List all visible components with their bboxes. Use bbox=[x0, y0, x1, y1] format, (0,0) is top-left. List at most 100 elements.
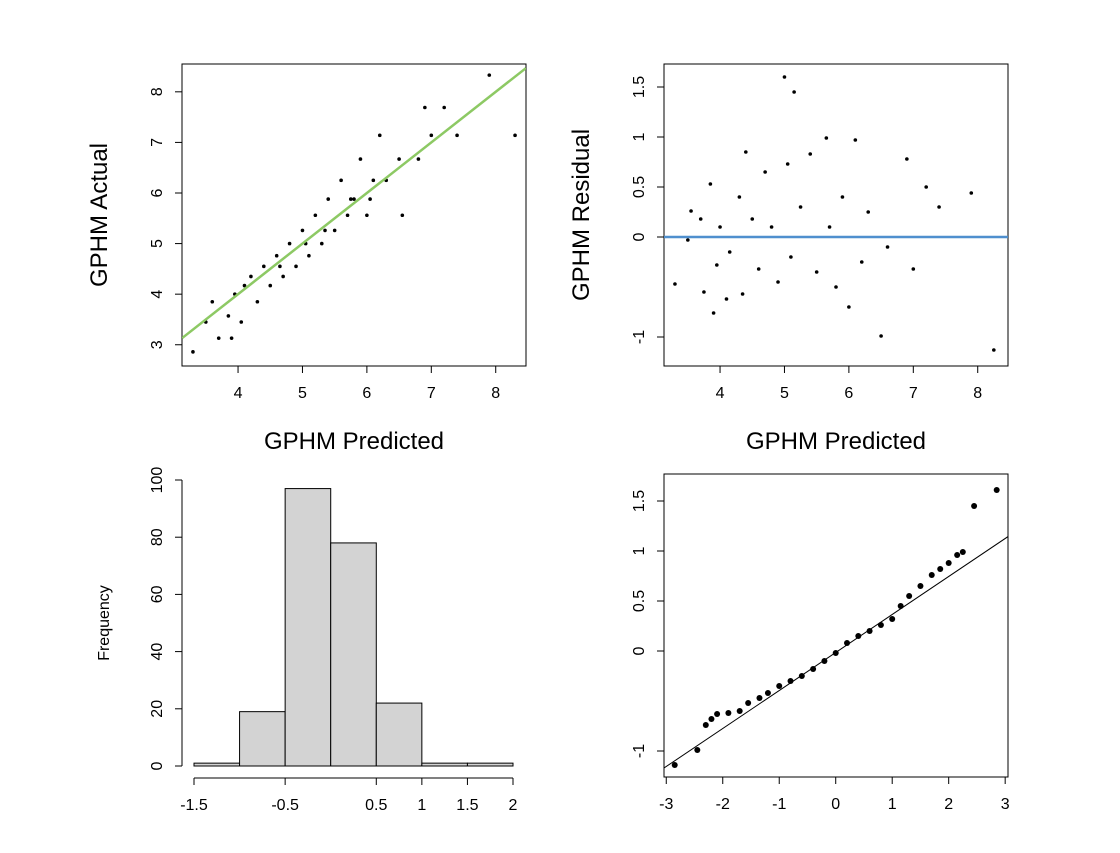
x-tick-label: 5 bbox=[298, 385, 307, 402]
x-tick-label: 5 bbox=[780, 385, 789, 402]
point bbox=[769, 225, 774, 229]
x-tick-label: 7 bbox=[427, 385, 436, 402]
x-axis-label: GPHM Predicted bbox=[746, 428, 926, 455]
y-tick-label: 0 bbox=[631, 646, 648, 655]
point bbox=[814, 270, 819, 274]
point bbox=[787, 678, 794, 684]
point bbox=[924, 185, 928, 189]
x-tick-label: 4 bbox=[716, 385, 725, 402]
point bbox=[358, 157, 363, 161]
point bbox=[866, 628, 873, 634]
point bbox=[954, 552, 961, 558]
plot-frame bbox=[181, 63, 527, 367]
point bbox=[776, 683, 783, 689]
point bbox=[744, 150, 748, 154]
x-tick-label: 0 bbox=[831, 796, 840, 813]
y-tick-label: -1 bbox=[631, 744, 648, 758]
y-tick-label: 5 bbox=[149, 239, 166, 248]
point bbox=[911, 267, 916, 271]
point bbox=[782, 75, 787, 79]
point bbox=[278, 264, 282, 269]
point bbox=[879, 334, 883, 338]
point bbox=[917, 583, 924, 589]
y-tick-label: 1.5 bbox=[631, 76, 648, 98]
point bbox=[750, 217, 755, 221]
point bbox=[714, 711, 721, 717]
point bbox=[332, 228, 337, 233]
x-tick-label: 8 bbox=[973, 385, 982, 402]
point bbox=[740, 292, 745, 296]
point bbox=[229, 336, 234, 340]
point bbox=[847, 305, 851, 309]
point bbox=[889, 616, 896, 622]
x-tick-label: -3 bbox=[659, 796, 673, 813]
hist-bar bbox=[193, 762, 241, 767]
y-tick-label: -1 bbox=[631, 330, 648, 344]
point bbox=[724, 297, 729, 301]
point bbox=[959, 549, 966, 555]
point bbox=[698, 217, 703, 221]
y-tick-label: 8 bbox=[149, 87, 166, 96]
point bbox=[834, 285, 838, 289]
point bbox=[326, 197, 331, 201]
point bbox=[763, 170, 767, 174]
y-tick-label: 3 bbox=[149, 340, 166, 349]
point bbox=[764, 690, 771, 696]
point bbox=[455, 133, 459, 138]
point bbox=[348, 197, 353, 201]
y-tick-label: 1 bbox=[631, 132, 648, 141]
point bbox=[840, 195, 845, 199]
y-tick-label: 0 bbox=[149, 761, 166, 770]
point bbox=[718, 225, 722, 229]
x-tick-label: 1.5 bbox=[456, 797, 478, 814]
point bbox=[307, 253, 311, 258]
point bbox=[969, 191, 974, 195]
point bbox=[226, 314, 231, 318]
point bbox=[673, 282, 677, 286]
panel: 4 5 6 7 8 -1 0 0.5 1 1.5 GPHM Predicted GPHM Residu… bbox=[568, 63, 1009, 455]
point bbox=[885, 245, 890, 249]
point bbox=[711, 311, 716, 315]
x-tick-label: 8 bbox=[491, 385, 500, 402]
hist-bar bbox=[330, 542, 377, 767]
x-tick-label: 4 bbox=[234, 385, 243, 402]
point bbox=[268, 283, 273, 288]
point bbox=[249, 274, 253, 279]
point bbox=[423, 105, 427, 110]
point bbox=[866, 210, 871, 214]
y-tick-label: 1 bbox=[631, 546, 648, 555]
fit-line bbox=[182, 67, 526, 340]
point bbox=[689, 209, 693, 213]
point bbox=[789, 255, 793, 259]
point bbox=[736, 708, 743, 714]
point bbox=[725, 710, 732, 716]
point bbox=[945, 560, 952, 566]
x-axis-label: GPHM Predicted bbox=[264, 428, 444, 455]
x-tick-label: 2 bbox=[509, 797, 518, 814]
x-tick-label: -2 bbox=[716, 796, 730, 813]
point bbox=[928, 572, 935, 578]
point bbox=[897, 603, 904, 609]
panel: 4 5 6 7 8 3 4 5 6 7 8 GPHM Predicted GPHM Actual bbox=[86, 63, 527, 455]
point bbox=[216, 336, 221, 340]
point bbox=[905, 157, 909, 161]
hist-bar bbox=[239, 711, 286, 767]
y-tick-label: 80 bbox=[149, 528, 166, 546]
point bbox=[365, 213, 369, 218]
point bbox=[745, 700, 752, 706]
point bbox=[702, 722, 709, 728]
point bbox=[992, 348, 996, 352]
x-tick-label: 3 bbox=[1001, 796, 1010, 813]
point bbox=[323, 228, 327, 233]
x-tick-label: -0.5 bbox=[271, 797, 299, 814]
point bbox=[191, 350, 195, 354]
y-tick-label: 40 bbox=[149, 643, 166, 661]
point bbox=[756, 267, 761, 271]
point bbox=[294, 264, 298, 269]
plot-frame bbox=[663, 63, 1009, 367]
y-tick-label: 6 bbox=[149, 188, 166, 197]
point bbox=[368, 197, 372, 201]
point bbox=[785, 162, 790, 166]
point bbox=[792, 90, 796, 94]
point bbox=[702, 290, 706, 294]
